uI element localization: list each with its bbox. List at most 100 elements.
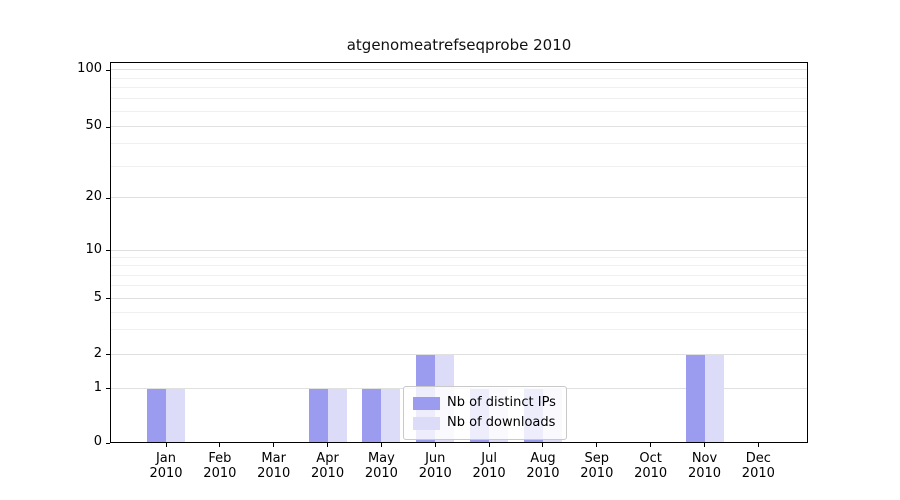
x-tick-label-line: Dec xyxy=(745,451,771,466)
x-tick-mark xyxy=(704,443,705,447)
y-tick-mark xyxy=(106,354,110,356)
x-tick-label-line: Oct xyxy=(639,451,662,466)
x-tick-label: Jun 2010 xyxy=(400,451,470,481)
x-tick-label: Dec 2010 xyxy=(723,451,793,481)
y-tick-mark xyxy=(106,298,110,300)
gridline xyxy=(110,274,808,276)
x-tick-label: Nov 2010 xyxy=(670,451,740,481)
x-tick-label-line: 2010 xyxy=(364,466,398,481)
x-tick-label-line: Jun xyxy=(425,451,446,466)
x-tick-label-line: 2010 xyxy=(257,466,291,481)
x-tick-mark xyxy=(650,443,652,447)
legend-swatch-distinct-ips-icon xyxy=(413,396,440,410)
gridline xyxy=(110,98,808,100)
x-tick-mark xyxy=(542,443,544,447)
y-tick-label: 1 xyxy=(93,379,102,395)
x-tick-label-line: Jan xyxy=(155,451,177,466)
legend-item-downloads: Nb of downloads xyxy=(413,413,556,433)
x-tick-label: Apr 2010 xyxy=(293,451,363,481)
x-tick-label: Jul 2010 xyxy=(454,451,524,481)
y-tick-label: 5 xyxy=(93,289,102,305)
x-tick-label-line: Sep xyxy=(584,451,610,466)
y-tick-mark xyxy=(106,388,110,390)
x-tick-mark xyxy=(596,443,598,447)
x-tick-mark xyxy=(434,443,436,447)
y-tick-mark xyxy=(106,69,110,71)
legend-swatch-downloads-icon xyxy=(413,416,440,430)
x-tick-mark xyxy=(380,443,382,447)
y-tick-mark xyxy=(106,126,110,128)
x-tick-label-line: 2010 xyxy=(580,466,614,481)
gridline xyxy=(110,143,808,145)
gridline xyxy=(110,285,808,287)
x-tick-label-line: 2010 xyxy=(634,466,668,481)
x-tick-label-line: 2010 xyxy=(418,466,452,481)
gridline xyxy=(110,297,808,299)
gridline xyxy=(110,111,808,113)
y-tick-mark xyxy=(106,197,110,199)
gridline xyxy=(110,69,808,71)
legend: Nb of distinct IPs Nb of downloads xyxy=(403,386,567,440)
bar-downloads xyxy=(381,388,401,443)
y-tick-label: 50 xyxy=(85,118,102,134)
x-tick-mark xyxy=(165,443,167,447)
bar-distinct-ips xyxy=(308,388,328,443)
gridline xyxy=(110,354,808,355)
x-tick-label-line: 2010 xyxy=(203,466,237,481)
x-tick-label-line: May xyxy=(367,451,395,466)
y-tick-label: 10 xyxy=(85,241,102,257)
x-tick-mark xyxy=(327,443,329,447)
bar-downloads xyxy=(166,388,185,443)
x-tick-label: Mar 2010 xyxy=(239,451,309,481)
x-tick-mark xyxy=(273,443,275,447)
x-tick-label-line: Aug xyxy=(530,451,556,466)
legend-label-distinct-ips: Nb of distinct IPs xyxy=(447,395,556,410)
x-tick-mark xyxy=(219,443,221,447)
x-tick-label: Feb 2010 xyxy=(185,451,255,481)
gridline xyxy=(110,249,808,251)
x-tick-label: Aug 2010 xyxy=(508,451,578,481)
gridline xyxy=(110,197,808,199)
y-tick-mark xyxy=(106,250,110,252)
plot-area: Nb of distinct IPs Nb of downloads xyxy=(110,62,808,443)
x-tick-label: Jan 2010 xyxy=(131,451,201,481)
y-tick-label: 0 xyxy=(93,434,102,449)
x-tick-label-line: 2010 xyxy=(472,466,506,481)
x-tick-label-line: Apr xyxy=(316,451,339,466)
bar-distinct-ips xyxy=(685,355,705,443)
bar-downloads xyxy=(704,355,724,443)
y-tick-label: 2 xyxy=(93,345,102,361)
x-tick-mark xyxy=(757,443,759,447)
x-tick-label-line: 2010 xyxy=(526,466,560,481)
legend-label-downloads: Nb of downloads xyxy=(447,415,556,430)
bar-distinct-ips xyxy=(147,388,166,443)
x-tick-label-line: 2010 xyxy=(687,466,722,481)
chart-title: atgenomeatrefseqprobe 2010 xyxy=(346,36,572,54)
y-tick-label: 100 xyxy=(77,61,102,76)
gridline xyxy=(110,126,808,128)
gridline xyxy=(110,77,808,79)
x-tick-label-line: Mar xyxy=(261,451,286,466)
x-tick-label: Oct 2010 xyxy=(616,451,686,481)
x-tick-label-line: 2010 xyxy=(149,466,183,481)
bar-downloads xyxy=(327,388,347,443)
y-tick-label: 20 xyxy=(85,189,102,205)
gridline xyxy=(110,329,808,331)
x-tick-label: May 2010 xyxy=(346,451,416,481)
x-tick-mark xyxy=(488,443,490,447)
bar-distinct-ips xyxy=(362,388,382,443)
x-tick-label: Sep 2010 xyxy=(562,451,632,481)
y-tick-mark xyxy=(106,442,110,444)
legend-item-distinct-ips: Nb of distinct IPs xyxy=(413,393,556,413)
gridline xyxy=(110,165,808,167)
gridline xyxy=(110,257,808,259)
x-tick-label-line: 2010 xyxy=(741,466,775,481)
x-tick-label-line: 2010 xyxy=(311,466,345,481)
x-tick-label-line: Feb xyxy=(208,451,232,466)
x-tick-label-line: Jul xyxy=(481,451,497,466)
gridline xyxy=(110,311,808,313)
gridline xyxy=(110,265,808,267)
gridline xyxy=(110,87,808,89)
x-tick-label-line: Nov xyxy=(691,451,718,466)
